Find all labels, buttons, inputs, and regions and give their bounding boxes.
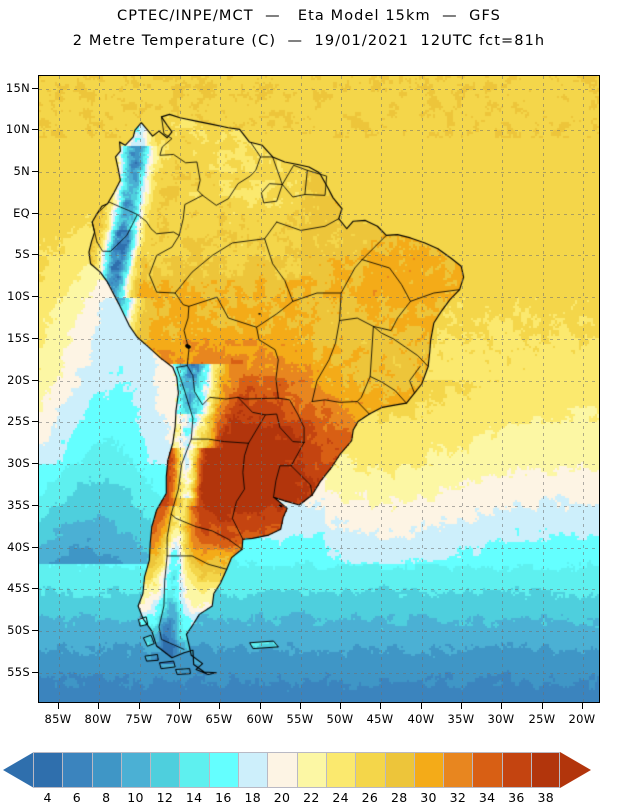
chart-title-block: CPTEC/INPE/MCT — Eta Model 15km — GFS 2 … [0,4,618,54]
colorbar-tick-label: 38 [537,790,554,805]
x-axis-label: 70W [165,712,193,726]
y-axis-tick [32,630,38,631]
colorbar-segment [179,752,209,788]
x-axis-label: 80W [84,712,112,726]
y-axis-label: 20S [7,373,30,387]
colorbar-segment [325,752,356,788]
y-axis-tick [32,296,38,297]
x-axis-label: 50W [326,712,354,726]
y-axis-tick [32,171,38,172]
y-axis-tick [32,213,38,214]
temperature-heatmap-canvas [39,76,599,702]
x-axis-label: 65W [205,712,233,726]
x-axis-label: 55W [286,712,314,726]
y-axis-label: 35S [7,498,30,512]
colorbar-segment [413,752,444,788]
colorbar-segment [208,752,239,788]
y-axis-tick [32,421,38,422]
y-axis-tick [32,672,38,673]
x-axis-tick [300,703,301,709]
colorbar-segment [91,752,121,788]
x-axis-label: 40W [407,712,435,726]
chart-title-line-2: 2 Metre Temperature (C) — 19/01/2021 12U… [72,33,546,49]
y-axis-label: 25S [7,414,30,428]
x-axis-label: 45W [366,712,394,726]
y-axis-tick [32,505,38,506]
colorbar-segment [384,752,414,788]
x-axis-tick [139,703,140,709]
x-axis-tick [340,703,341,709]
colorbar-segment [238,752,268,788]
x-axis-tick [260,703,261,709]
colorbar-segment [150,752,180,788]
colorbar-tick-label: 6 [72,790,82,805]
colorbar-segment [267,752,297,788]
colorbar-segment [531,752,561,788]
y-axis-tick [32,588,38,589]
y-axis-tick [32,380,38,381]
colorbar-tick-label: 8 [102,790,111,805]
y-axis-label: 50S [7,623,30,637]
colorbar: 4 6 8 10 12 14 16 18 20 22 24 26 28 30 32 34 36 38 [0,748,618,805]
colorbar-segments [33,752,561,788]
colorbar-segment [62,752,92,788]
x-axis-label: 75W [125,712,153,726]
colorbar-segment [355,752,385,788]
colorbar-segment [472,752,502,788]
x-axis-tick [98,703,99,709]
y-axis-label: 15N [5,81,30,95]
x-axis-label: 20W [568,712,596,726]
x-axis-tick [179,703,180,709]
x-axis-label: 30W [487,712,515,726]
x-axis-tick [501,703,502,709]
y-axis-label: EQ [13,206,30,220]
x-axis-label: 60W [246,712,274,726]
colorbar-segment [443,752,473,788]
y-axis-label: 10N [5,122,30,136]
y-axis-label: 5N [13,164,30,178]
x-axis-tick [461,703,462,709]
colorbar-segment [120,752,151,788]
y-axis-label: 45S [7,581,30,595]
y-axis-tick [32,254,38,255]
chart-title-line-1: CPTEC/INPE/MCT — Eta Model 15km — GFS [117,8,501,24]
x-axis-tick [421,703,422,709]
y-axis-label: 30S [7,456,30,470]
y-axis-label: 55S [7,665,30,679]
y-axis-label: 40S [7,540,30,554]
map-plot-area [38,75,600,703]
colorbar-segment [296,752,326,788]
colorbar-segment [501,752,532,788]
colorbar-tick-label: 4 [43,790,52,805]
x-axis-tick [380,703,381,709]
y-axis-tick [32,338,38,339]
colorbar-over-arrow [560,752,592,788]
y-axis-tick [32,547,38,548]
x-axis-tick [582,703,583,709]
y-axis-label: 10S [7,289,30,303]
x-axis-tick [58,703,59,709]
colorbar-segment [33,752,63,788]
x-axis-tick [219,703,220,709]
x-axis-label: 35W [447,712,475,726]
y-axis-tick [32,88,38,89]
y-axis-label: 15S [7,331,30,345]
x-axis-tick [542,703,543,709]
x-axis-label: 85W [44,712,72,726]
colorbar-under-arrow [3,752,34,788]
x-axis-label: 25W [528,712,556,726]
y-axis-tick [32,463,38,464]
y-axis-tick [32,129,38,130]
y-axis-label: 5S [14,247,30,261]
